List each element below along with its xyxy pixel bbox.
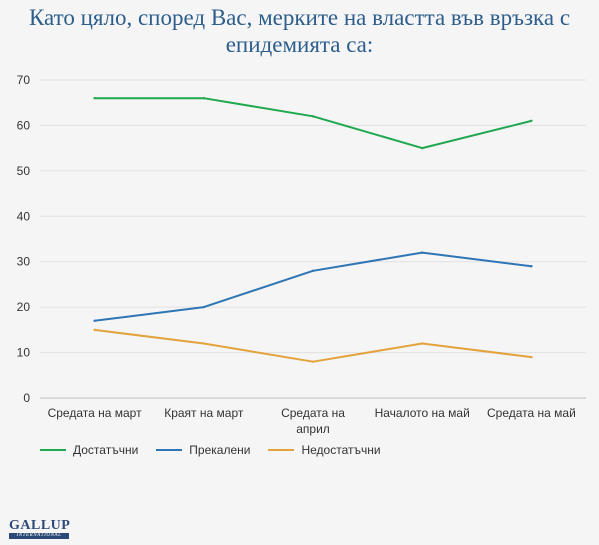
x-tick-label-3: Началото на май	[375, 406, 470, 420]
chart-title-line-2: епидемията са:	[225, 32, 374, 57]
x-tick-label-0: Средата на март	[48, 406, 143, 420]
legend-swatch-dostatachni	[40, 449, 66, 451]
series-2-point-3	[421, 342, 424, 345]
series-1-point-1	[202, 305, 205, 309]
y-tick-label-0: 0	[23, 391, 30, 405]
y-tick-label-60: 60	[17, 118, 31, 132]
legend-item-nedostatachni: Недостатъчни	[268, 443, 381, 457]
series-2-point-2	[311, 360, 315, 363]
series-2-point-0	[93, 328, 96, 332]
series-2-point-1	[202, 342, 205, 345]
y-tick-label-50: 50	[17, 164, 31, 178]
gallup-logo-main: GALLUP	[9, 518, 71, 533]
gallup-logo: GALLUP INTERNATIONAL	[9, 518, 71, 539]
legend-label-nedostatachni: Недостатъчни	[301, 443, 381, 457]
y-tick-label-30: 30	[17, 255, 31, 269]
legend-item-prekaleni: Прекалени	[156, 443, 250, 457]
x-tick-label-2: Средата на април	[281, 406, 345, 436]
gallup-logo-sub: INTERNATIONAL	[9, 533, 69, 539]
series-line-2	[94, 328, 532, 363]
series-0-point-1	[202, 96, 205, 100]
legend-item-dostatachni: Достатъчни	[40, 443, 138, 457]
legend-swatch-nedostatachni	[268, 449, 295, 451]
chart-title-line-1: Като цяло, според Вас, мерките на властт…	[28, 5, 571, 30]
chart-title: Като цяло, според Вас, мерките на властт…	[0, 4, 599, 58]
series-1-point-2	[311, 269, 315, 272]
series-1-point-0	[93, 319, 96, 322]
x-tick-label-1: Краят на март	[164, 406, 244, 420]
series-2-point-4	[530, 355, 533, 359]
y-tick-label-40: 40	[17, 209, 31, 223]
chart-legend: Достатъчни Прекалени Недостатъчни	[40, 443, 399, 457]
series-0-point-3	[421, 146, 424, 150]
legend-label-prekaleni: Прекалени	[189, 443, 251, 457]
series-0-point-2	[311, 115, 315, 118]
series-1-point-4	[530, 265, 533, 268]
series-1-point-3	[421, 251, 424, 254]
series-0-point-0	[93, 96, 96, 100]
y-tick-label-70: 70	[17, 73, 31, 87]
x-tick-label-4: Средата на май	[487, 406, 576, 420]
series-0-point-4	[530, 119, 533, 123]
y-tick-label-20: 20	[17, 300, 31, 314]
legend-label-dostatachni: Достатъчни	[73, 443, 139, 457]
series-line-0	[94, 97, 532, 150]
y-tick-label-10: 10	[17, 346, 31, 360]
legend-swatch-prekaleni	[156, 449, 183, 451]
series-line-1	[94, 251, 532, 322]
